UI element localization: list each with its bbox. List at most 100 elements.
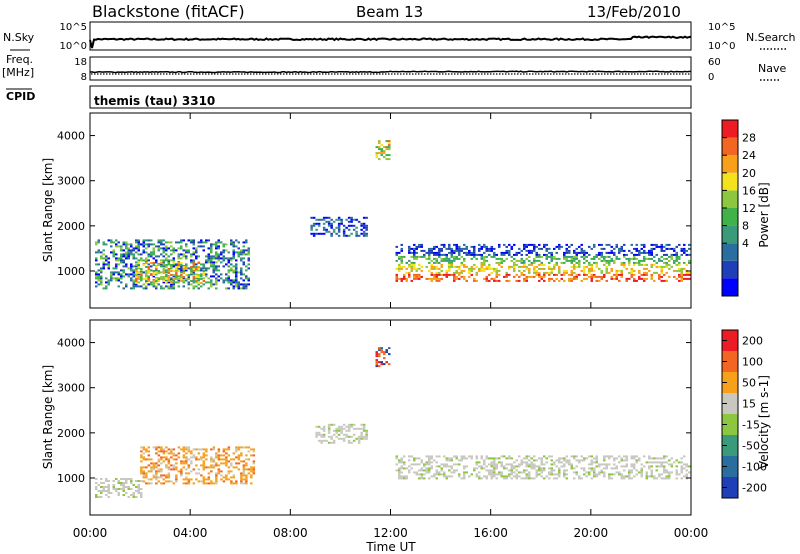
heatmap-cell	[493, 255, 496, 258]
heatmap-cell	[235, 466, 238, 469]
heatmap-cell	[515, 465, 518, 468]
heatmap-cell	[408, 471, 411, 474]
heatmap-cell	[588, 261, 591, 264]
heatmap-cell	[535, 475, 538, 478]
heatmap-cell	[378, 158, 381, 161]
heatmap-cell	[237, 456, 241, 459]
heatmap-cell	[232, 265, 235, 268]
heatmap-cell	[425, 471, 428, 474]
heatmap-cell	[362, 222, 366, 225]
heatmap-cell	[235, 251, 238, 254]
heatmap-cell	[145, 274, 148, 276]
heatmap-cell	[558, 265, 561, 268]
heatmap-cell	[190, 261, 193, 264]
heatmap-cell	[165, 458, 168, 461]
heatmap-cell	[347, 228, 351, 231]
heatmap-cell	[640, 469, 643, 472]
heatmap-cell	[480, 465, 483, 468]
heatmap-cell	[157, 283, 160, 286]
heatmap-cell	[215, 251, 218, 254]
heatmap-cell	[660, 267, 663, 270]
heatmap-cell	[217, 458, 221, 461]
heatmap-cell	[210, 261, 213, 264]
heatmap-cell	[155, 282, 158, 284]
heatmap-cell	[538, 259, 541, 262]
heatmap-cell	[658, 475, 661, 478]
heatmap-cell	[535, 271, 538, 274]
heatmap-cell	[445, 273, 448, 276]
heatmap-cell	[558, 269, 561, 272]
heatmap-cell	[190, 283, 193, 286]
heatmap-cell	[545, 271, 548, 274]
heatmap-cell	[227, 259, 230, 262]
heatmap-cell	[167, 278, 171, 280]
heatmap-cell	[388, 140, 391, 143]
heatmap-cell	[215, 462, 218, 465]
heatmap-cell	[615, 457, 618, 460]
heatmap-cell	[665, 257, 668, 260]
heatmap-cell	[673, 461, 676, 464]
heatmap-cell	[97, 241, 100, 244]
heatmap-cell	[135, 282, 138, 284]
heatmap-cell	[680, 277, 683, 280]
heatmap-cell	[540, 255, 543, 258]
heatmap-cell	[450, 465, 453, 468]
heatmap-cell	[670, 247, 673, 250]
heatmap-cell	[663, 245, 666, 248]
heatmap-cell	[312, 224, 316, 227]
heatmap-cell	[430, 461, 433, 464]
heatmap-cell	[240, 476, 243, 479]
heatmap-cell	[177, 241, 180, 244]
heatmap-cell	[530, 243, 533, 246]
heatmap-cell	[227, 454, 231, 457]
heatmap-cell	[495, 271, 498, 274]
heatmap-cell	[192, 454, 196, 457]
heatmap-cell	[245, 269, 248, 272]
heatmap-cell	[127, 253, 130, 256]
heatmap-cell	[518, 265, 521, 268]
heatmap-cell	[593, 475, 596, 478]
heatmap-cell	[535, 253, 538, 256]
heatmap-cell	[448, 259, 451, 262]
heatmap-cell	[345, 433, 348, 436]
heatmap-cell	[575, 257, 578, 260]
heatmap-cell	[395, 267, 398, 270]
heatmap-cell	[473, 467, 476, 470]
heatmap-cell	[505, 273, 508, 276]
heatmap-cell	[655, 271, 658, 274]
heatmap-cell	[95, 263, 98, 266]
heatmap-cell	[122, 482, 125, 484]
heatmap-cell	[463, 465, 466, 468]
heatmap-cell	[352, 427, 356, 430]
heatmap-cell	[653, 461, 656, 464]
heatmap-cell	[455, 247, 458, 250]
heatmap-cell	[162, 270, 166, 272]
heatmap-cell	[683, 463, 686, 466]
heatmap-cell	[638, 457, 641, 460]
heatmap-cell	[638, 251, 641, 254]
heatmap-cell	[425, 463, 428, 466]
heatmap-cell	[678, 261, 681, 264]
heatmap-cell	[430, 265, 433, 268]
heatmap-cell	[588, 269, 591, 272]
heatmap-cell	[558, 243, 561, 246]
heatmap-cell	[147, 270, 151, 272]
colorbar-tick-label: 50	[742, 377, 756, 390]
heatmap-cell	[105, 277, 108, 280]
heatmap-cell	[172, 482, 176, 485]
heatmap-cell	[150, 239, 153, 242]
heatmap-cell	[192, 279, 195, 282]
heatmap-cell	[320, 427, 323, 430]
heatmap-cell	[663, 467, 666, 470]
heatmap-cell	[365, 429, 368, 432]
y-tick-label: 1000	[57, 472, 85, 485]
heatmap-cell	[403, 463, 406, 466]
heatmap-cell	[330, 224, 333, 227]
heatmap-cell	[418, 245, 421, 248]
heatmap-cell	[548, 277, 551, 280]
heatmap-cell	[152, 272, 156, 274]
heatmap-cell	[165, 480, 168, 483]
heatmap-cell	[443, 455, 446, 458]
heatmap-cell	[398, 269, 401, 272]
heatmap-cell	[165, 257, 168, 260]
